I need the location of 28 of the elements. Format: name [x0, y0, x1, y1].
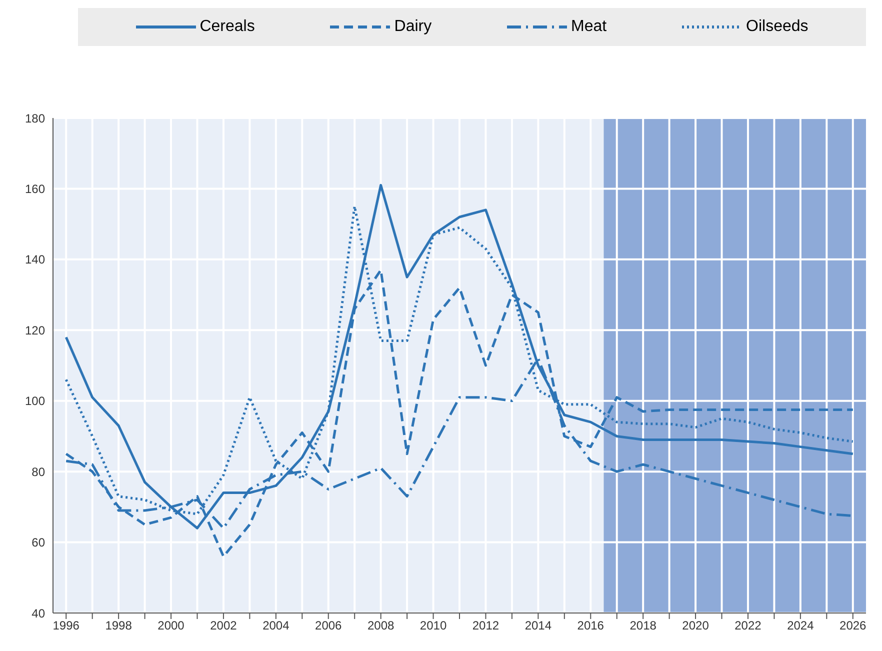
x-tick-label: 2016 [577, 618, 604, 633]
x-tick-label: 2026 [840, 618, 867, 633]
x-tick-label: 2018 [630, 618, 657, 633]
x-tick-label: 2006 [315, 618, 342, 633]
x-tick-label: 2002 [210, 618, 238, 633]
legend-label: Dairy [394, 18, 432, 36]
y-tick-label: 80 [32, 464, 46, 479]
legend-label: Cereals [200, 18, 255, 36]
y-tick-label: 100 [24, 394, 46, 408]
x-tick-label: 2014 [524, 618, 552, 633]
x-tick-label: 2004 [262, 618, 290, 633]
x-tick-label: 2020 [682, 618, 710, 633]
x-tick-label: 2000 [158, 618, 185, 633]
y-tick-label: 180 [24, 111, 46, 126]
x-tick-label: 1996 [52, 618, 80, 633]
x-tick-label: 2010 [420, 618, 447, 633]
x-tick-label: 2008 [367, 618, 394, 633]
x-tick-label: 2024 [787, 618, 814, 633]
y-tick-label: 60 [32, 536, 46, 550]
x-tick-label: 2012 [472, 618, 500, 633]
legend-label: Oilseeds [746, 18, 808, 36]
y-tick-label: 160 [24, 182, 46, 196]
x-tick-label: 2022 [734, 618, 762, 633]
y-tick-label: 120 [24, 323, 46, 338]
y-tick-label: 40 [32, 606, 46, 620]
x-tick-label: 1998 [105, 618, 132, 633]
legend-label: Meat [571, 18, 607, 36]
y-tick-label: 140 [24, 252, 46, 267]
